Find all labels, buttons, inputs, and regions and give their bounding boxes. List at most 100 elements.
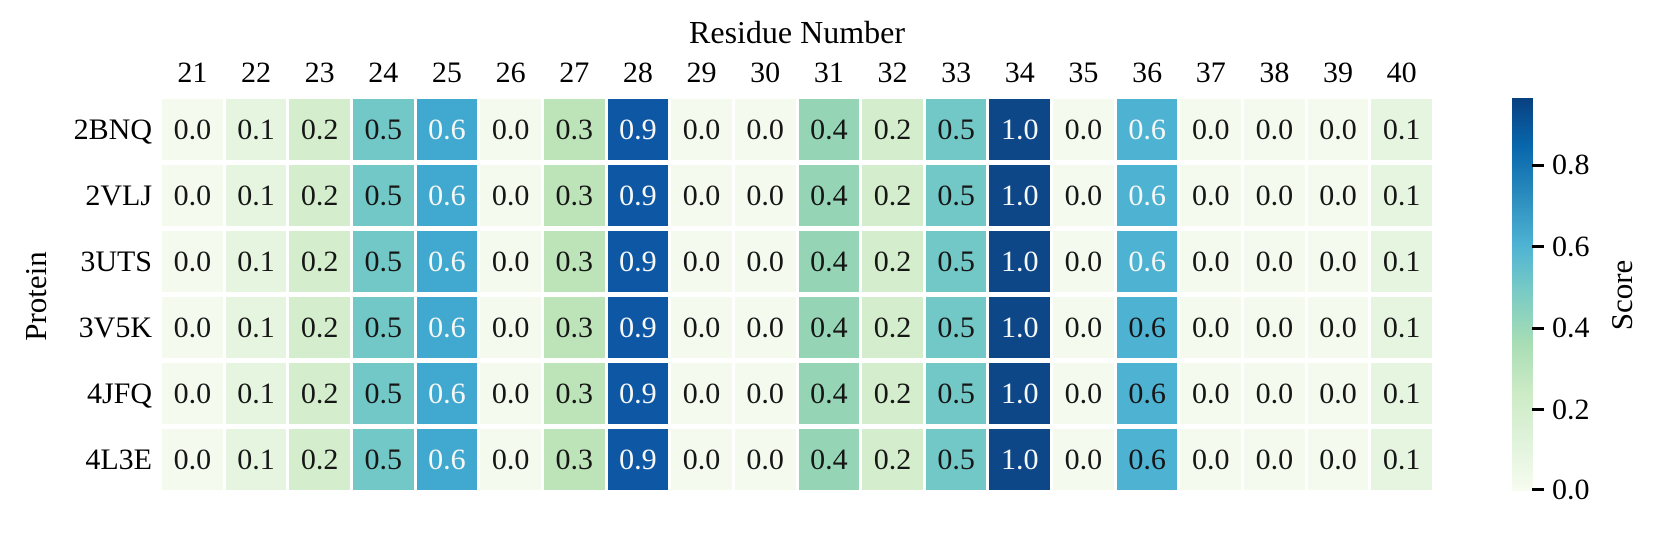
heatmap-cell: 0.0 — [671, 231, 732, 292]
heatmap-cell: 0.1 — [1371, 231, 1432, 292]
heatmap-cell: 0.5 — [352, 363, 414, 424]
heatmap-cell: 0.4 — [798, 99, 860, 160]
heatmap-cell: 0.0 — [1053, 165, 1114, 226]
heatmap-cell: 0.1 — [225, 429, 287, 490]
heatmap-cell: 0.0 — [480, 99, 541, 160]
x-tick-label: 29 — [686, 56, 717, 89]
heatmap-cell: 1.0 — [989, 165, 1051, 226]
heatmap-cell: 0.0 — [480, 363, 541, 424]
heatmap-cell: 0.0 — [1307, 363, 1369, 424]
heatmap-cell: 0.0 — [1307, 231, 1369, 292]
colorbar-tick-dash — [1532, 326, 1544, 330]
heatmap-cell: 0.0 — [1180, 99, 1242, 160]
heatmap-cell: 1.0 — [989, 429, 1051, 490]
heatmap-cell: 0.0 — [1244, 429, 1305, 490]
row-label: 3V5K — [78, 310, 152, 344]
x-axis-title: Residue Number — [689, 14, 905, 50]
heatmap-cell: 0.1 — [225, 165, 287, 226]
heatmap-cell: 0.6 — [1116, 165, 1178, 226]
heatmap-cell: 0.5 — [925, 99, 987, 160]
heatmap-cell: 0.2 — [862, 165, 923, 226]
x-tick-label: 26 — [495, 56, 526, 89]
heatmap-cell: 0.0 — [162, 297, 223, 358]
heatmap-cell: 0.0 — [1053, 363, 1114, 424]
heatmap-cell: 0.0 — [1053, 297, 1114, 358]
heatmap-cell: 0.0 — [1307, 165, 1369, 226]
heatmap-cell: 0.3 — [543, 429, 605, 490]
x-tick-label: 37 — [1195, 56, 1226, 89]
heatmap-cell: 0.0 — [162, 165, 223, 226]
heatmap-cell: 0.0 — [1244, 231, 1305, 292]
heatmap-cell: 1.0 — [989, 363, 1051, 424]
colorbar-tick-label: 0.6 — [1552, 229, 1590, 263]
heatmap-cell: 0.9 — [607, 231, 669, 292]
x-tick-label: 39 — [1323, 56, 1354, 89]
heatmap-cell: 0.2 — [862, 231, 923, 292]
colorbar-tick-dash — [1532, 488, 1544, 491]
heatmap-cell: 0.0 — [671, 429, 732, 490]
colorbar-tick-dash — [1532, 163, 1544, 167]
heatmap-cell: 0.1 — [225, 231, 287, 292]
heatmap-cell: 0.6 — [1116, 297, 1178, 358]
heatmap-cell: 0.0 — [671, 297, 732, 358]
colorbar-tick-label: 0.2 — [1552, 392, 1590, 426]
heatmap-cell: 0.0 — [162, 231, 223, 292]
heatmap-cell: 0.1 — [1371, 165, 1432, 226]
heatmap-cell: 0.5 — [352, 165, 414, 226]
heatmap-cell: 0.0 — [734, 363, 796, 424]
heatmap-cell: 0.0 — [480, 165, 541, 226]
heatmap-cell: 0.1 — [225, 99, 287, 160]
heatmap-cell: 1.0 — [989, 231, 1051, 292]
heatmap-cell: 0.3 — [543, 297, 605, 358]
heatmap-cell: 0.1 — [225, 297, 287, 358]
x-tick-label: 21 — [177, 56, 208, 89]
heatmap-cell: 0.0 — [162, 429, 223, 490]
heatmap-cell: 0.4 — [798, 297, 860, 358]
x-tick-label: 38 — [1259, 56, 1290, 89]
colorbar-tick-dash — [1532, 245, 1544, 248]
heatmap-cell: 0.0 — [1244, 297, 1305, 358]
y-axis-title: Protein — [18, 251, 53, 341]
heatmap-cell: 0.0 — [162, 99, 223, 160]
colorbar-tick-label: 0.4 — [1552, 311, 1590, 344]
heatmap-cell: 0.0 — [1180, 363, 1242, 424]
heatmap-cell: 0.1 — [225, 363, 287, 424]
row-label: 3UTS — [80, 244, 152, 278]
x-tick-label: 32 — [877, 56, 908, 89]
heatmap-cell: 0.0 — [734, 231, 796, 292]
heatmap-cell: 0.0 — [1307, 297, 1369, 358]
heatmap-cell: 0.0 — [734, 429, 796, 490]
heatmap-cell: 0.0 — [1244, 165, 1305, 226]
heatmap-cell: 0.6 — [416, 231, 478, 292]
heatmap-cell: 0.5 — [925, 165, 987, 226]
heatmap-cell: 0.2 — [289, 429, 350, 490]
x-tick-label: 27 — [559, 56, 590, 89]
heatmap-cell: 0.5 — [925, 429, 987, 490]
heatmap-cell: 0.6 — [416, 363, 478, 424]
heatmap-cell: 0.0 — [734, 165, 796, 226]
heatmap-cell: 0.1 — [1371, 429, 1432, 490]
heatmap-cell: 0.5 — [352, 297, 414, 358]
heatmap-cell: 0.0 — [1180, 165, 1242, 226]
heatmap-cell: 0.2 — [289, 99, 350, 160]
heatmap-cell: 0.3 — [543, 231, 605, 292]
heatmap-cell: 0.5 — [925, 231, 987, 292]
heatmap-cell: 0.0 — [734, 99, 796, 160]
heatmap-cell: 1.0 — [989, 99, 1051, 160]
heatmap-cell: 0.9 — [607, 297, 669, 358]
heatmap-cell: 0.0 — [1244, 363, 1305, 424]
heatmap-cell: 0.9 — [607, 363, 669, 424]
heatmap-cell: 0.6 — [1116, 363, 1178, 424]
colorbar-tick-label: 0.8 — [1552, 148, 1590, 181]
heatmap-cell: 0.9 — [607, 429, 669, 490]
heatmap-cell: 0.0 — [1244, 99, 1305, 160]
heatmap-cell: 0.6 — [416, 429, 478, 490]
heatmap-cell: 0.9 — [607, 165, 669, 226]
heatmap-cell: 0.0 — [1180, 231, 1242, 292]
x-tick-label: 40 — [1386, 56, 1417, 89]
heatmap-cell: 0.6 — [416, 297, 478, 358]
x-tick-label: 31 — [813, 56, 844, 89]
x-axis-tick-labels: 21 22 23 24 25 26 27 28 29 30 31 32 33 34 35 36 37 38 39 40 — [162, 55, 1432, 91]
heatmap-cell: 0.0 — [480, 297, 541, 358]
